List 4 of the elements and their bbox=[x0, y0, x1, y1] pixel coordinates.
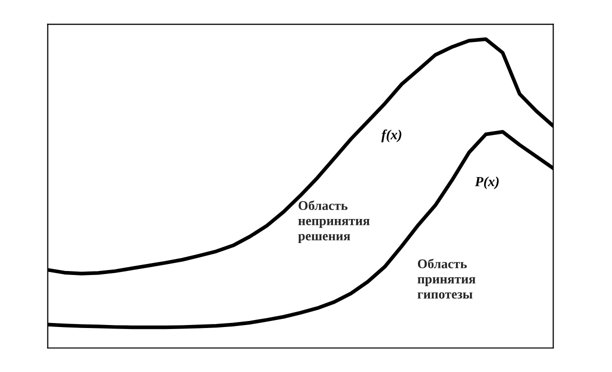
series-label: f(x) bbox=[381, 129, 402, 142]
series-label: P(x) bbox=[474, 176, 499, 190]
annotation: Область непринятия решения bbox=[298, 200, 370, 244]
annotation: Область принятия гипотезы bbox=[418, 258, 476, 299]
